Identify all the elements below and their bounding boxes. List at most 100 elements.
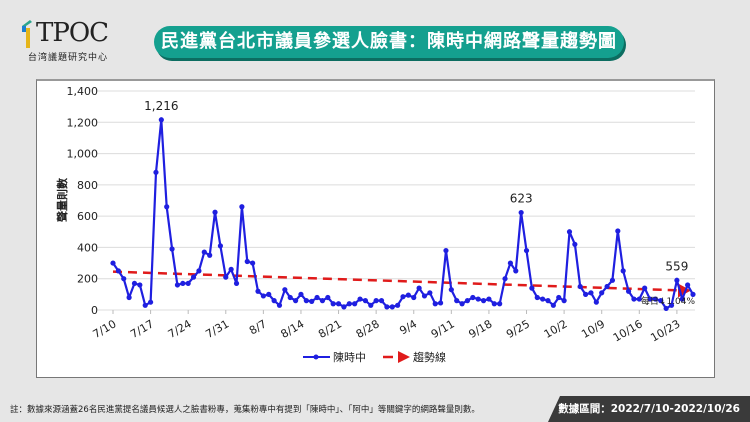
data-point: [582, 291, 589, 297]
x-tick-label: 10/23: [648, 317, 682, 344]
data-point: [561, 298, 567, 304]
data-point: [523, 247, 530, 254]
data-point: [679, 296, 685, 302]
data-point: [228, 266, 234, 272]
x-tick-label: 8/28: [354, 317, 382, 341]
y-tick-label: 600: [77, 210, 98, 223]
data-point: [110, 260, 116, 266]
data-point: [636, 296, 642, 302]
x-tick-label: 7/31: [203, 317, 231, 341]
data-point: [464, 298, 471, 304]
data-point: [137, 282, 143, 288]
peak-annotations: 1,216 623 559: [144, 99, 688, 273]
tpoc-logo: TPOC 台湾議題研究中心: [14, 14, 134, 64]
data-point: [357, 296, 363, 302]
x-tick-label: 7/17: [128, 317, 156, 341]
x-tick-label: 7/10: [91, 317, 119, 341]
data-point: [518, 209, 524, 216]
data-point: [566, 229, 573, 235]
data-point: [550, 302, 556, 308]
data-point: [421, 293, 428, 299]
data-point: [276, 302, 283, 308]
y-tick-label: 1,200: [67, 116, 99, 129]
data-point: [389, 304, 395, 310]
data-point: [169, 246, 175, 252]
data-point: [352, 301, 358, 307]
footer-note: 註：數據來源涵蓋26名民進黨提名議員候選人之臉書粉專，蒐集粉專中有提到「陳時中」…: [10, 405, 480, 415]
data-point: [572, 241, 578, 247]
data-point: [604, 283, 610, 290]
y-axis-ticks: 0 200 400 600 800 1,000 1,200 1,400: [67, 85, 99, 317]
y-tick-label: 1,400: [67, 85, 99, 98]
peak-label: 1,216: [144, 99, 178, 113]
logo-subtitle: 台湾議題研究中心: [28, 53, 109, 63]
data-point: [609, 277, 616, 283]
data-point: [593, 299, 599, 305]
data-point: [663, 305, 669, 312]
x-tick-label: 8/14: [279, 317, 307, 341]
data-point: [303, 298, 309, 304]
y-tick-label: 400: [77, 241, 98, 254]
data-point: [190, 274, 197, 280]
data-point: [239, 204, 245, 210]
data-point: [615, 228, 621, 234]
data-point: [196, 268, 202, 274]
data-point: [346, 301, 352, 307]
data-point: [131, 280, 138, 287]
data-point: [255, 288, 261, 294]
data-point: [158, 117, 164, 123]
data-point: [309, 298, 315, 304]
x-tick-label: 9/18: [467, 317, 495, 341]
data-point: [599, 290, 605, 296]
data-point: [690, 291, 696, 297]
data-point: [217, 243, 224, 249]
data-point: [448, 287, 454, 293]
data-point: [223, 274, 229, 280]
x-tick-label: 9/4: [397, 317, 419, 337]
data-point: [378, 298, 385, 304]
data-point: [437, 300, 444, 306]
data-point: [416, 285, 422, 291]
data-point: [411, 294, 417, 301]
x-tick-label: 8/7: [247, 317, 269, 337]
x-axis-ticks: 7/10 7/17 7/24 7/31 8/7 8/14 8/21 8/28 9/4 9/11 9/…: [91, 310, 682, 344]
data-point: [325, 294, 331, 301]
logo-text: TPOC: [36, 18, 109, 48]
data-point: [497, 301, 503, 307]
data-point: [292, 298, 299, 304]
data-point: [121, 276, 127, 282]
y-tick-label: 1,000: [67, 148, 99, 161]
data-point: [319, 298, 326, 304]
data-point: [115, 268, 121, 274]
data-point: [443, 247, 449, 254]
data-point: [201, 249, 207, 255]
data-point: [244, 258, 250, 265]
data-point: [368, 302, 374, 308]
data-point: [529, 285, 535, 291]
data-point: [470, 294, 476, 301]
trend-dashed-line: [112, 270, 684, 292]
trend-line: [112, 270, 691, 298]
data-point: [330, 301, 336, 307]
data-point: [620, 268, 626, 274]
data-point: [668, 302, 675, 308]
data-point: [507, 260, 514, 266]
data-point: [647, 296, 653, 302]
data-point: [631, 296, 637, 302]
date-range-badge: 數據區間：2022/7/10-2022/10/26: [548, 396, 750, 422]
legend-label-trend: 趨勢線: [413, 350, 446, 364]
data-point: [454, 298, 460, 304]
data-point: [266, 291, 272, 297]
data-point: [298, 291, 304, 297]
x-tick-label: 10/16: [611, 317, 645, 344]
data-point: [540, 296, 546, 302]
y-tick-label: 0: [91, 304, 98, 317]
data-point: [384, 304, 390, 310]
data-point: [400, 294, 406, 300]
data-point: [207, 252, 213, 258]
data-point: [432, 301, 438, 307]
legend-label-series: 陳時中: [333, 351, 366, 364]
chart-title: 民進黨台北市議員參選人臉書：陳時中網路聲量趨勢圖: [154, 26, 624, 58]
data-point: [180, 280, 186, 287]
data-point: [282, 287, 288, 293]
